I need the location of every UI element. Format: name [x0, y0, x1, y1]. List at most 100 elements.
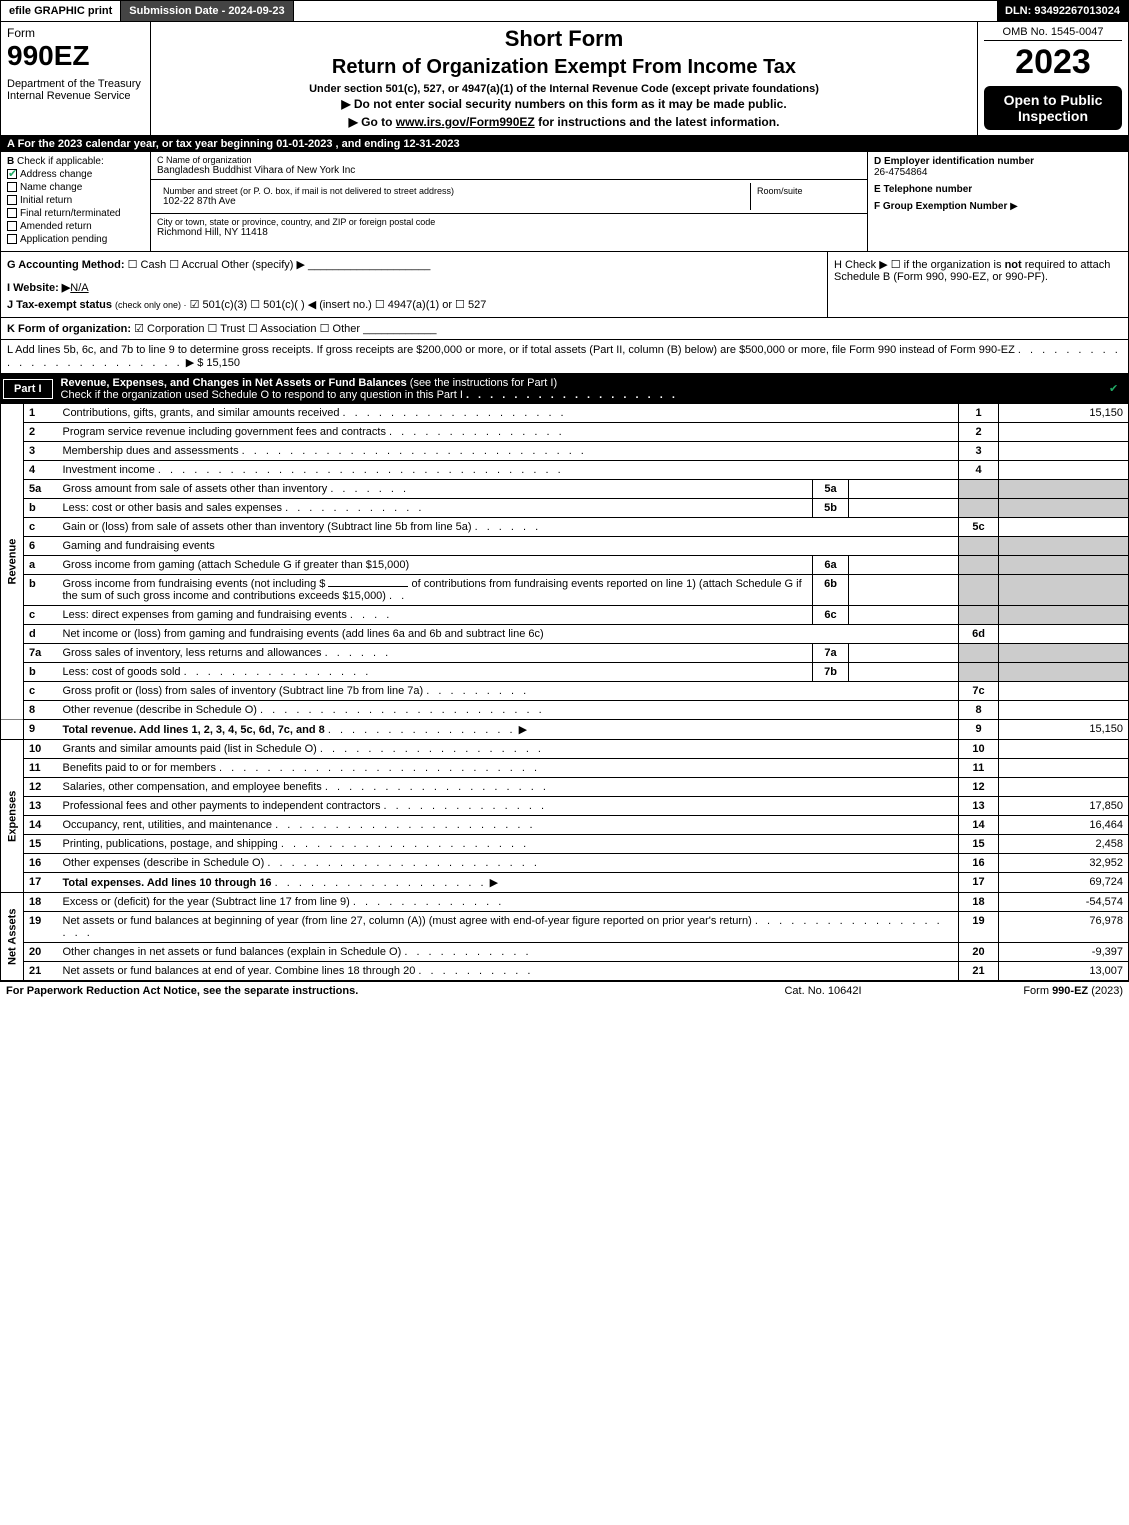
- numbox: 6d: [959, 625, 999, 644]
- row-6: 6 Gaming and fundraising events: [1, 537, 1129, 556]
- c-name-label: C Name of organization: [157, 155, 861, 165]
- goto-post: for instructions and the latest informat…: [535, 115, 780, 129]
- row-2: 2 Program service revenue including gove…: [1, 423, 1129, 442]
- numbox-grey: [959, 499, 999, 518]
- value: [999, 682, 1129, 701]
- lineno: 16: [24, 854, 58, 873]
- line-desc: Total expenses. Add lines 10 through 16 …: [58, 873, 959, 893]
- open-public-badge: Open to Public Inspection: [984, 86, 1122, 130]
- numbox: 11: [959, 759, 999, 778]
- efile-print-button[interactable]: efile GRAPHIC print: [1, 1, 121, 21]
- numbox: 3: [959, 442, 999, 461]
- short-form-title: Short Form: [161, 26, 967, 52]
- chk-name-change[interactable]: Name change: [7, 182, 144, 193]
- footer-left: For Paperwork Reduction Act Notice, see …: [6, 985, 723, 997]
- numbox: 18: [959, 893, 999, 912]
- h-block: H Check ▶ ☐ if the organization is not r…: [828, 252, 1128, 317]
- numbox: 17: [959, 873, 999, 893]
- part1-title-text: Revenue, Expenses, and Changes in Net As…: [61, 377, 407, 389]
- chk-address-change[interactable]: Address change: [7, 169, 144, 180]
- line-desc: Gross income from gaming (attach Schedul…: [58, 556, 813, 575]
- subval: [849, 663, 959, 682]
- line-desc: Less: cost of goods sold . . . . . . . .…: [58, 663, 813, 682]
- checkbox-icon: [7, 182, 17, 192]
- checkbox-icon: [7, 221, 17, 231]
- lineno: c: [24, 518, 58, 537]
- lineno: c: [24, 682, 58, 701]
- chk-label: Final return/terminated: [20, 208, 121, 219]
- chk-final-return[interactable]: Final return/terminated: [7, 208, 144, 219]
- header-middle: Short Form Return of Organization Exempt…: [151, 22, 978, 135]
- line-desc: Printing, publications, postage, and shi…: [58, 835, 959, 854]
- part1-checkbox[interactable]: [1108, 383, 1128, 395]
- d-block: D Employer identification number 26-4754…: [874, 156, 1122, 178]
- row-gh: G Accounting Method: ☐ Cash ☐ Accrual Ot…: [0, 252, 1129, 318]
- value: 17,850: [999, 797, 1129, 816]
- line-desc: Benefits paid to or for members . . . . …: [58, 759, 959, 778]
- goto-link[interactable]: www.irs.gov/Form990EZ: [396, 115, 535, 129]
- under-section-text: Under section 501(c), 527, or 4947(a)(1)…: [161, 83, 967, 95]
- numbox: 9: [959, 720, 999, 740]
- numbox: 5c: [959, 518, 999, 537]
- no-ssn-warning: ▶ Do not enter social security numbers o…: [161, 95, 967, 113]
- part1-sub: (see the instructions for Part I): [410, 377, 557, 389]
- part1-header: Part I Revenue, Expenses, and Changes in…: [0, 374, 1129, 404]
- line-desc: Other revenue (describe in Schedule O) .…: [58, 701, 959, 720]
- sidelabel-netassets: Net Assets: [1, 893, 24, 981]
- chk-application-pending[interactable]: Application pending: [7, 234, 144, 245]
- header-left: Form 990EZ Department of the Treasury In…: [1, 22, 151, 135]
- footer-right: Form 990-EZ (2023): [923, 985, 1123, 997]
- row-11: 11 Benefits paid to or for members . . .…: [1, 759, 1129, 778]
- j-tax-exempt-row: J Tax-exempt status (check only one) · ☑…: [7, 298, 821, 311]
- omb-number: OMB No. 1545-0047: [984, 26, 1122, 41]
- numbox: 2: [959, 423, 999, 442]
- lineno: 13: [24, 797, 58, 816]
- chk-label: Address change: [20, 169, 92, 180]
- row-17: 17 Total expenses. Add lines 10 through …: [1, 873, 1129, 893]
- c-city-label: City or town, state or province, country…: [157, 217, 861, 227]
- g-options[interactable]: ☐ Cash ☐ Accrual Other (specify) ▶: [128, 259, 305, 271]
- value-grey: [999, 480, 1129, 499]
- subval: [849, 606, 959, 625]
- value-grey: [999, 499, 1129, 518]
- row-8: 8 Other revenue (describe in Schedule O)…: [1, 701, 1129, 720]
- row-7c: c Gross profit or (loss) from sales of i…: [1, 682, 1129, 701]
- c-street-label: Number and street (or P. O. box, if mail…: [163, 186, 744, 196]
- j-options[interactable]: ☑ 501(c)(3) ☐ 501(c)( ) ◀ (insert no.) ☐…: [190, 299, 487, 311]
- part1-table: Revenue 1 Contributions, gifts, grants, …: [0, 404, 1129, 981]
- row-19: 19 Net assets or fund balances at beginn…: [1, 912, 1129, 943]
- row-6d: d Net income or (loss) from gaming and f…: [1, 625, 1129, 644]
- website-value: N/A: [70, 282, 88, 294]
- subno: 6b: [813, 575, 849, 606]
- subno: 5b: [813, 499, 849, 518]
- line-desc: Program service revenue including govern…: [58, 423, 959, 442]
- line-desc: Other expenses (describe in Schedule O) …: [58, 854, 959, 873]
- line-desc: Grants and similar amounts paid (list in…: [58, 740, 959, 759]
- row-5b: b Less: cost or other basis and sales ex…: [1, 499, 1129, 518]
- line-desc: Less: direct expenses from gaming and fu…: [58, 606, 813, 625]
- numbox-grey: [959, 644, 999, 663]
- row-13: 13 Professional fees and other payments …: [1, 797, 1129, 816]
- row-14: 14 Occupancy, rent, utilities, and maint…: [1, 816, 1129, 835]
- row-21: 21 Net assets or fund balances at end of…: [1, 962, 1129, 981]
- value: [999, 442, 1129, 461]
- chk-initial-return[interactable]: Initial return: [7, 195, 144, 206]
- chk-amended-return[interactable]: Amended return: [7, 221, 144, 232]
- ein-value: 26-4754864: [874, 167, 927, 178]
- checkbox-icon: [7, 195, 17, 205]
- value: 15,150: [999, 720, 1129, 740]
- line-desc: Net assets or fund balances at beginning…: [58, 912, 959, 943]
- numbox: 14: [959, 816, 999, 835]
- row-7a: 7a Gross sales of inventory, less return…: [1, 644, 1129, 663]
- value-grey: [999, 575, 1129, 606]
- subno: 7b: [813, 663, 849, 682]
- lineno: 8: [24, 701, 58, 720]
- lineno: 10: [24, 740, 58, 759]
- row-6c: c Less: direct expenses from gaming and …: [1, 606, 1129, 625]
- footer-form-no: 990-EZ: [1052, 985, 1088, 997]
- numbox-grey: [959, 537, 999, 556]
- k-options[interactable]: ☑ Corporation ☐ Trust ☐ Association ☐ Ot…: [134, 323, 360, 335]
- numbox: 7c: [959, 682, 999, 701]
- dln-number: DLN: 93492267013024: [997, 1, 1128, 21]
- line-desc: Gross sales of inventory, less returns a…: [58, 644, 813, 663]
